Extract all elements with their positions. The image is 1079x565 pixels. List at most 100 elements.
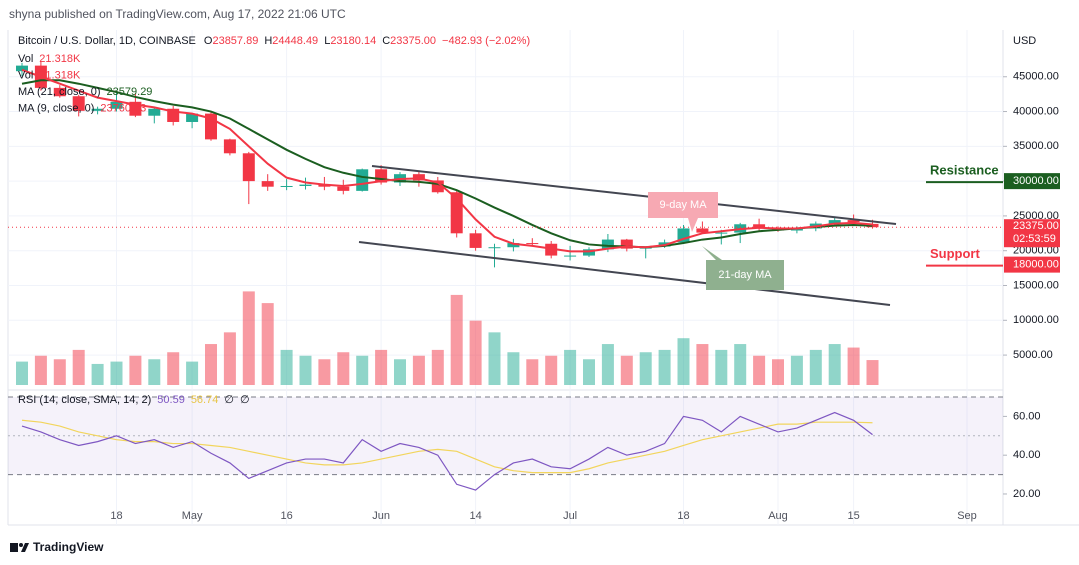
countdown: 02:53:59 xyxy=(1013,233,1056,245)
ma9-callout-text: 9-day MA xyxy=(659,199,707,211)
rsi-tick-label: 40.00 xyxy=(1013,449,1041,461)
rsi-line xyxy=(21,411,873,491)
current-price-label: 23375.00 xyxy=(1013,220,1059,232)
volume-bar xyxy=(753,355,766,385)
logo-part xyxy=(10,543,18,552)
logo-part xyxy=(19,543,23,547)
volume-bar xyxy=(469,320,482,385)
close-value: 23375.00 xyxy=(390,35,436,47)
level-name: Support xyxy=(930,246,980,261)
candle-body xyxy=(583,249,595,256)
volume-bar xyxy=(223,332,236,385)
rsi-legend: RSI (14, close, SMA, 14, 2) 50.59 56.74 ∅ ∅ xyxy=(18,394,250,406)
volume-bar xyxy=(564,349,577,385)
ma21-line xyxy=(21,79,873,249)
close-label: C xyxy=(382,35,390,47)
candle-body xyxy=(280,185,293,187)
volume-bar xyxy=(91,363,104,385)
y-tick-label: 20000.00 xyxy=(1013,245,1059,257)
legend-entry: MA (9, close, 0) 23760.83 xyxy=(18,102,146,114)
volume-bar xyxy=(601,344,614,385)
legend-name: MA (9, close, 0) xyxy=(18,102,94,114)
y-tick-label: 5000.00 xyxy=(1013,349,1053,361)
legend-entry: Vol 21.318K xyxy=(18,69,81,81)
y-tick-label: 10000.00 xyxy=(1013,314,1059,326)
legend-entry: Vol 21.318K xyxy=(18,53,81,65)
logo-part xyxy=(21,543,29,552)
legend-value: 23579.29 xyxy=(107,86,153,98)
volume-bar xyxy=(583,359,595,385)
x-tick-label: 18 xyxy=(677,510,689,522)
volume-bar xyxy=(261,303,274,385)
candle-body xyxy=(790,228,803,231)
candle-body xyxy=(507,243,520,248)
candle-body xyxy=(318,184,331,187)
x-tick-label: Sep xyxy=(957,510,977,522)
volume-bar xyxy=(866,360,879,385)
ma21-callout-text: 21-day MA xyxy=(718,269,772,281)
volume-bar xyxy=(72,349,85,385)
volume-bar xyxy=(299,355,312,385)
volume-bar xyxy=(696,344,709,385)
legend-value: 23760.83 xyxy=(100,102,146,114)
ma21-callout xyxy=(702,246,784,290)
volume-bar xyxy=(280,349,293,385)
volume-bar xyxy=(167,352,180,385)
trend-line-upper xyxy=(371,165,897,225)
level-label: 30000.00 xyxy=(1013,175,1059,187)
volume-bar xyxy=(394,359,406,385)
candle-body xyxy=(16,65,28,72)
indicator-lines xyxy=(8,68,1003,491)
legend-entry: MA (21, close, 0) 23579.29 xyxy=(18,86,152,98)
volume-bar xyxy=(53,359,66,385)
volume-bar xyxy=(526,359,539,385)
candle-body xyxy=(828,220,841,224)
volume-bar xyxy=(545,355,558,385)
volume-bar xyxy=(375,349,388,385)
volume-bar xyxy=(772,359,784,385)
footer-brand: TradingView xyxy=(33,540,104,554)
volume-bar xyxy=(828,344,841,385)
volume-bar xyxy=(412,355,425,385)
publisher: shyna published on TradingView.com, Aug … xyxy=(9,7,346,21)
footer-logo xyxy=(10,543,29,552)
candle-body xyxy=(299,184,312,186)
candle-body xyxy=(601,239,614,250)
y-tick-label: 40000.00 xyxy=(1013,105,1059,117)
x-tick-label: Jun xyxy=(372,510,390,522)
indicator-legend: Vol 21.318K Vol 21.318K MA (21, close, 0) 235… xyxy=(18,53,152,115)
candle-body xyxy=(753,224,766,228)
volume-bar xyxy=(205,344,217,385)
x-tick-label: Aug xyxy=(768,510,788,522)
high-label: H xyxy=(264,35,272,47)
candle-body xyxy=(469,233,482,248)
volume-bar xyxy=(734,344,747,385)
volume-bar xyxy=(488,332,501,385)
candle-body xyxy=(148,108,161,116)
candle-body xyxy=(223,139,236,154)
candle-body xyxy=(356,169,369,191)
volume-bar xyxy=(790,355,803,385)
level-name: Resistance xyxy=(930,163,999,178)
x-tick-label: 14 xyxy=(469,510,481,522)
low-label: L xyxy=(324,35,330,47)
volume-bar xyxy=(658,349,671,385)
candle-body xyxy=(72,96,85,111)
rsi-pane xyxy=(8,396,1003,476)
candle-body xyxy=(696,228,709,233)
legend-value: 21.318K xyxy=(39,69,81,81)
y-tick-label: 45000.00 xyxy=(1013,71,1059,83)
volume-bar xyxy=(148,359,161,385)
open-label: O xyxy=(204,35,213,47)
x-tick-label: Jul xyxy=(563,510,577,522)
candle-body xyxy=(545,243,558,256)
current-price-tag xyxy=(1004,219,1060,248)
candle-body xyxy=(715,232,728,234)
legend-name: Vol xyxy=(18,69,33,81)
level-label: 18000.00 xyxy=(1013,259,1059,271)
volume-bar xyxy=(186,361,199,385)
trend-line-lower xyxy=(358,241,891,306)
